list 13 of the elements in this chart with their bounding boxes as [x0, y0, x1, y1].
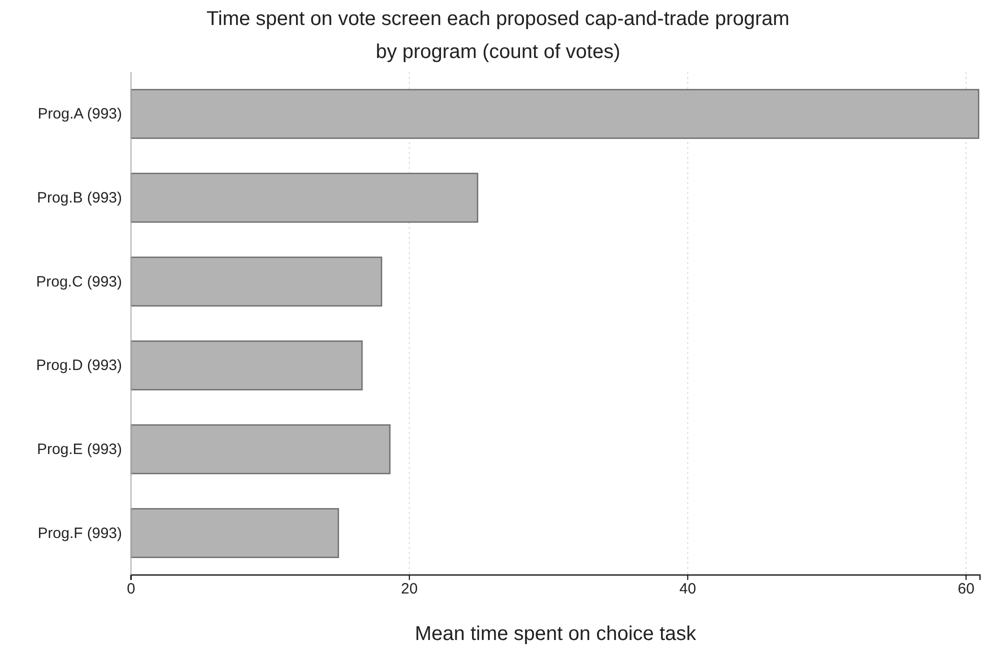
- chart-subtitle: by program (count of votes): [376, 41, 620, 63]
- y-tick-label: Prog.B (993): [36, 190, 122, 207]
- x-tick-label: 0: [126, 580, 136, 598]
- x-tick-label: 60: [958, 580, 974, 598]
- x-axis-title: Mean time spent on choice task: [414, 623, 698, 645]
- y-tick-label: Prog.A (993): [38, 106, 122, 123]
- x-tick-label: 20: [401, 580, 418, 598]
- y-tick-label: Prog.C (993): [36, 273, 122, 290]
- y-tick-label: Prog.E (993): [36, 441, 122, 458]
- y-tick-label: Prog.F (993): [38, 524, 122, 542]
- chart-title: Time spent on vote screen each proposed cap-and-trade program: [206, 8, 790, 30]
- x-tick-label: 40: [679, 580, 696, 598]
- y-tick-label: Prog.D (993): [36, 357, 122, 374]
